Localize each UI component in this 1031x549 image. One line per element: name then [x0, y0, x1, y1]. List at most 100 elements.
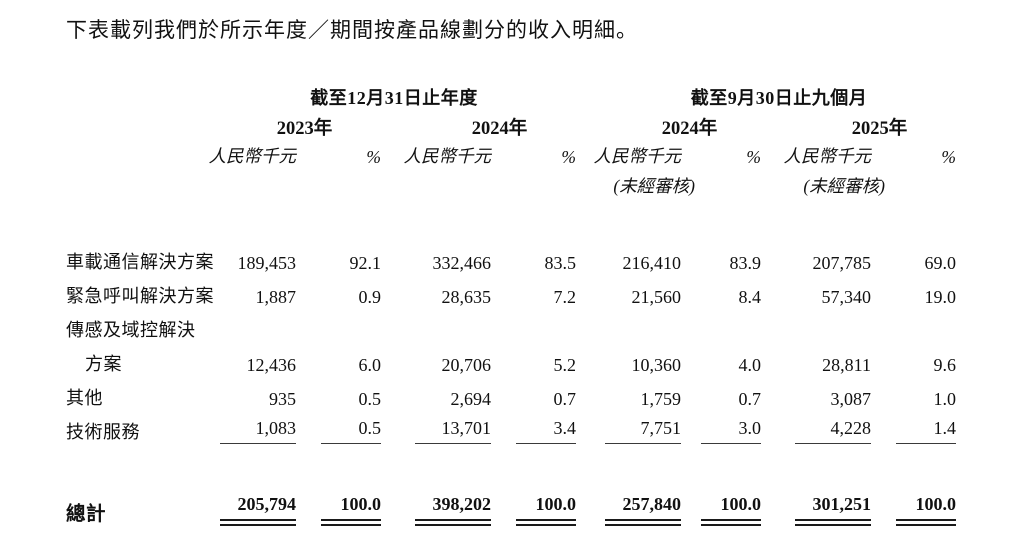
table-cell	[871, 308, 956, 342]
table-cell: 3,087	[830, 389, 872, 409]
table-cell	[296, 308, 381, 342]
table-cell: 207,785	[812, 253, 872, 273]
table-cell: 28,635	[441, 287, 492, 307]
empty-cell	[66, 140, 186, 168]
table-cell: 83.9	[729, 253, 762, 273]
table-cell: 7,751	[576, 410, 681, 444]
empty-cell	[66, 110, 186, 140]
table-row-total: 總計 205,794 100.0 398,202 100.0 257,840 1…	[66, 486, 956, 526]
table-cell: 2,694	[450, 389, 492, 409]
period-header-9m: 截至9月30日止九個月	[690, 88, 868, 108]
percent-label: %	[746, 147, 761, 167]
table-cell: 1,083	[186, 410, 296, 444]
table-cell: 0.7	[553, 389, 577, 409]
table-cell: 9.6	[933, 355, 957, 375]
table-cell	[681, 308, 761, 342]
table-cell: 1,887	[255, 287, 297, 307]
table-cell	[381, 308, 491, 342]
table-cell: 21,560	[631, 287, 682, 307]
year-header-9m2025: 2025年	[851, 119, 908, 139]
table-cell	[576, 308, 681, 342]
unaudited-note-row: (未經審核) (未經審核)	[66, 168, 956, 198]
period-header-fy: 截至12月31日止年度	[310, 88, 478, 108]
total-label: 總計	[66, 504, 107, 525]
table-cell: 0.5	[358, 389, 382, 409]
row-label: 其他	[66, 388, 103, 408]
table-cell: 57,340	[821, 287, 872, 307]
table-cell: 4,228	[761, 410, 871, 444]
table-cell: 1.0	[933, 389, 957, 409]
spacer-row	[66, 198, 956, 240]
unit-header-row: 人民幣千元 % 人民幣千元 % 人民幣千元 % 人民幣千元 %	[66, 140, 957, 168]
total-cell: 257,840	[576, 486, 681, 526]
table-cell: 92.1	[349, 253, 382, 273]
total-cell: 100.0	[871, 486, 956, 526]
empty-cell	[296, 168, 381, 198]
percent-label: %	[941, 147, 956, 167]
table-cell: 935	[269, 389, 296, 409]
table-cell: 0.7	[738, 389, 762, 409]
row-label: 緊急呼叫解決方案	[66, 286, 214, 306]
table-row-technical-services: 技術服務 1,083 0.5 13,701 3.4 7,751 3.0 4,22…	[66, 410, 956, 444]
unit-label: 人民幣千元	[593, 146, 682, 166]
table-cell: 69.0	[924, 253, 957, 273]
table-cell: 4.0	[738, 355, 762, 375]
table-row-others: 其他 935 0.5 2,694 0.7 1,759 0.7 3,087 1.0	[66, 376, 956, 410]
table-cell: 0.5	[296, 410, 381, 444]
table-cell: 19.0	[924, 287, 957, 307]
spacer-row	[66, 444, 956, 486]
percent-label: %	[561, 147, 576, 167]
year-header-9m2024: 2024年	[661, 119, 718, 139]
period-group-header-row: 截至12月31日止年度 截至9月30日止九個月	[66, 82, 956, 110]
table-cell: 189,453	[237, 253, 297, 273]
row-label: 方案	[85, 354, 122, 374]
intro-text: 下表載列我們於所示年度／期間按產品線劃分的收入明細。	[66, 18, 638, 42]
table-cell	[761, 308, 871, 342]
unit-label: 人民幣千元	[208, 146, 297, 166]
table-row-vehicle-communication: 車載通信解決方案 189,453 92.1 332,466 83.5 216,4…	[66, 240, 956, 274]
table-cell: 0.9	[358, 287, 382, 307]
unaudited-note: (未經審核)	[613, 176, 695, 196]
table-cell: 3.0	[681, 410, 761, 444]
total-cell: 100.0	[296, 486, 381, 526]
total-cell: 100.0	[681, 486, 761, 526]
revenue-breakdown-table: 截至12月31日止年度 截至9月30日止九個月 2023年 2024年 2024…	[66, 82, 956, 526]
table-cell: 5.2	[553, 355, 577, 375]
percent-label: %	[366, 147, 381, 167]
empty-cell	[66, 168, 186, 198]
unaudited-note: (未經審核)	[803, 176, 885, 196]
table-cell: 332,466	[432, 253, 492, 273]
table-row-sensing-domain-line1: 傳感及域控解決	[66, 308, 956, 342]
table-row-emergency-call: 緊急呼叫解決方案 1,887 0.9 28,635 7.2 21,560 8.4…	[66, 274, 956, 308]
empty-cell	[491, 168, 576, 198]
total-cell: 100.0	[491, 486, 576, 526]
table-cell: 7.2	[553, 287, 577, 307]
table-cell: 83.5	[544, 253, 577, 273]
table-cell: 1.4	[871, 410, 956, 444]
table-cell: 3.4	[491, 410, 576, 444]
table-row-sensing-domain-line2: 方案 12,436 6.0 20,706 5.2 10,360 4.0 28,8…	[66, 342, 956, 376]
table-cell: 10,360	[631, 355, 682, 375]
row-label: 車載通信解決方案	[66, 252, 214, 272]
total-cell: 398,202	[381, 486, 491, 526]
unit-label: 人民幣千元	[783, 146, 872, 166]
table-cell: 1,759	[640, 389, 682, 409]
table-cell: 8.4	[738, 287, 762, 307]
total-cell: 301,251	[761, 486, 871, 526]
total-cell: 205,794	[186, 486, 296, 526]
table-cell: 12,436	[246, 355, 297, 375]
year-header-row: 2023年 2024年 2024年 2025年	[66, 110, 956, 140]
table-cell: 6.0	[358, 355, 382, 375]
empty-cell	[66, 82, 186, 110]
unit-label: 人民幣千元	[403, 146, 492, 166]
table-cell	[491, 308, 576, 342]
table-cell: 13,701	[381, 410, 491, 444]
row-label: 傳感及域控解決	[66, 320, 196, 340]
year-header-2023: 2023年	[276, 119, 333, 139]
table-cell: 216,410	[622, 253, 682, 273]
row-label: 技術服務	[66, 422, 140, 442]
table-cell: 28,811	[822, 355, 871, 375]
table-cell	[186, 308, 296, 342]
empty-cell	[381, 168, 491, 198]
